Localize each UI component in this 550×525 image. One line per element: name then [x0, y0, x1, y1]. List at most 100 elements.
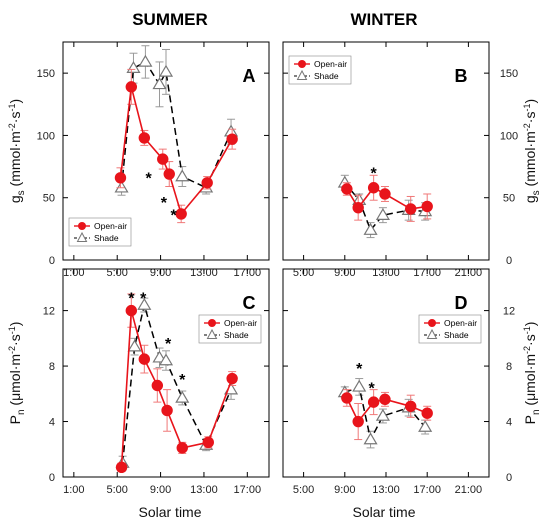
point-open-air — [114, 172, 127, 184]
y-title-sub: n — [531, 409, 542, 415]
legend-marker-shade — [426, 328, 438, 339]
significance-star: * — [371, 165, 378, 182]
y-tick-label: 150 — [500, 68, 518, 80]
point-shade — [158, 353, 174, 366]
panel-letter: A — [243, 66, 256, 86]
y-title-sup: -1 — [522, 326, 532, 334]
plot-frame — [62, 268, 270, 478]
y-title-unit: ·s — [7, 334, 23, 346]
y-title-unit: ·s — [522, 334, 538, 346]
point-shade — [127, 339, 142, 352]
legend-label-shade: Shade — [444, 330, 469, 340]
point-shade — [363, 432, 378, 445]
y-title-unit: ·s — [7, 112, 23, 124]
point-open-air — [175, 208, 187, 220]
x-tick-label: 5:00 — [293, 484, 314, 496]
y-tick-label: 4 — [49, 417, 55, 429]
panel-letter: C — [243, 293, 256, 313]
point-open-air — [341, 392, 353, 404]
y-tick-label: 4 — [506, 417, 512, 429]
legend-marker-open-air — [208, 319, 216, 327]
y-tick-label: 100 — [37, 130, 55, 142]
point-shade — [158, 64, 174, 77]
point-open-air — [341, 183, 353, 195]
point-open-air — [115, 461, 128, 473]
y-title-unit: (μmol·m — [7, 354, 23, 410]
point-open-air — [226, 133, 238, 145]
significance-star: * — [356, 361, 363, 378]
point-open-air — [379, 393, 391, 406]
point-open-air — [157, 153, 169, 165]
legend-label-open-air: Open-air — [224, 318, 257, 328]
panel-letter: D — [455, 293, 468, 313]
y-tick-label: 12 — [43, 306, 55, 318]
y-title-sup: -1 — [522, 104, 532, 112]
series-line-shade — [121, 302, 232, 464]
panel-d: 5:00 9:00 13:00 17:00 21:00 0 4 8 12 Pn (μmol·m-2… — [282, 268, 542, 496]
point-shade — [126, 60, 141, 73]
y-tick-label: 50 — [503, 193, 515, 205]
y-axis-title: Pn (μmol·m-2·s-1) — [7, 322, 27, 425]
point-open-air — [367, 396, 380, 408]
y-title-unit: ) — [522, 322, 538, 327]
y-title-unit: (mmol·m — [522, 131, 538, 190]
point-shade — [138, 54, 153, 67]
y-title-sup: -2 — [7, 123, 17, 131]
y-title-unit: ) — [522, 99, 538, 104]
y-title-main: P — [522, 415, 538, 424]
y-title-sub: n — [16, 409, 27, 415]
legend-marker-shade — [296, 69, 308, 80]
legend-label-open-air: Open-air — [444, 318, 477, 328]
plot-frame — [62, 41, 270, 261]
point-open-air — [161, 404, 173, 417]
significance-star: * — [146, 170, 153, 187]
y-tick-label: 0 — [49, 255, 55, 267]
y-title-main: P — [7, 415, 23, 424]
y-title-unit: ) — [7, 322, 23, 327]
legend-marker-shade — [76, 231, 88, 242]
y-title-sup: -1 — [7, 104, 17, 112]
y-title-sub: s — [16, 190, 27, 195]
panel-c: 1:00 5:00 9:00 13:00 17:00 0 4 8 12 Pn (μmol·m-2·… — [7, 268, 270, 496]
legend-label-shade: Shade — [94, 233, 119, 243]
y-tick-label: 0 — [506, 472, 512, 484]
y-title-sub: s — [531, 190, 542, 195]
x-tick-label: 17:00 — [413, 484, 441, 496]
y-tick-label: 0 — [49, 472, 55, 484]
y-title-sup: -2 — [522, 123, 532, 131]
x-tick-label: 1:00 — [63, 484, 84, 496]
x-tick-label: 17:00 — [234, 484, 262, 496]
point-shade — [137, 297, 152, 310]
winter-column-title: WINTER — [350, 10, 417, 29]
significance-star: * — [179, 372, 186, 389]
y-axis-title: gs (mmol·m-2·s-1) — [522, 99, 542, 203]
point-open-air — [421, 407, 433, 419]
x-tick-label: 13:00 — [372, 484, 400, 496]
significance-star: * — [368, 380, 375, 397]
legend-label-shade: Shade — [314, 71, 339, 81]
legend-marker-open-air — [428, 319, 436, 327]
x-tick-label: 21:00 — [455, 484, 483, 496]
series-line-open-air — [119, 86, 233, 216]
y-title-unit: ·s — [522, 112, 538, 124]
y-title-main: g — [522, 195, 538, 203]
point-shade — [418, 419, 433, 432]
legend-marker-open-air — [298, 60, 306, 68]
legend: Open-air Shade — [198, 314, 262, 344]
legend-label-shade: Shade — [224, 330, 249, 340]
y-title-unit: (mmol·m — [7, 131, 23, 190]
y-title-unit: ) — [7, 99, 23, 104]
y-tick-label: 50 — [43, 193, 55, 205]
legend-label-open-air: Open-air — [94, 221, 127, 231]
point-open-air — [421, 200, 433, 213]
point-open-air — [352, 201, 364, 214]
significance-star: * — [170, 208, 177, 225]
y-tick-label: 100 — [500, 130, 518, 142]
significance-star: * — [128, 290, 135, 307]
point-open-air — [202, 436, 214, 449]
legend: Open-air Shade — [288, 55, 352, 85]
point-shade — [175, 169, 190, 182]
point-open-air — [226, 372, 238, 385]
